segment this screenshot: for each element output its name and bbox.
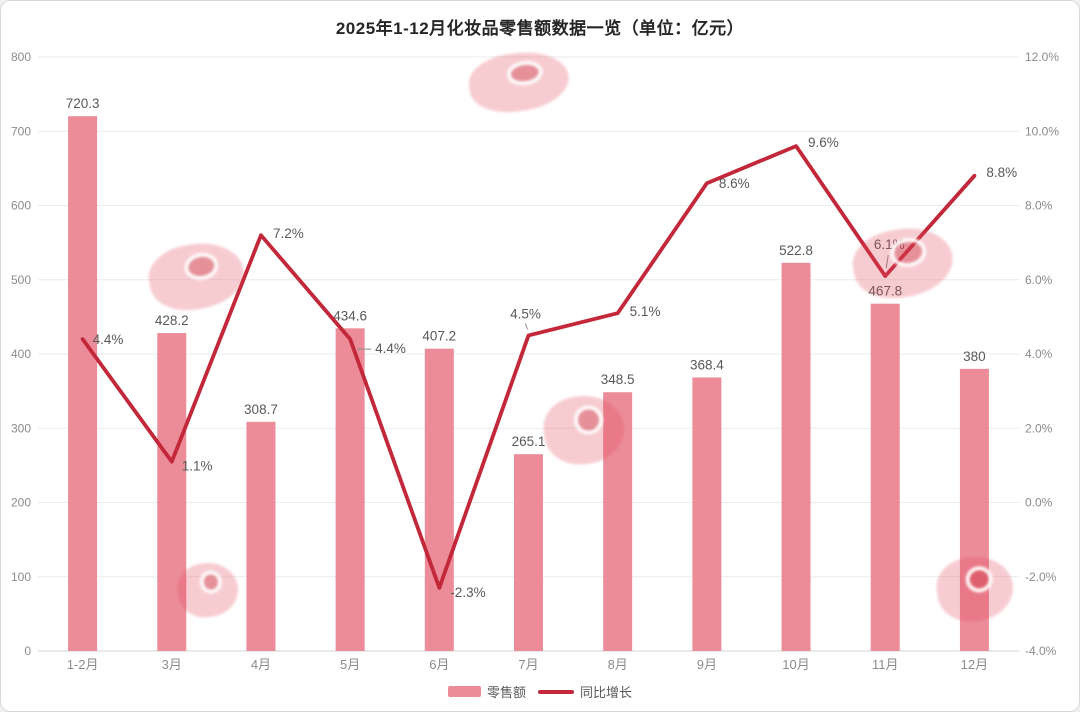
bar-5月 xyxy=(335,328,365,651)
legend-bar-swatch-icon xyxy=(447,686,481,697)
y-axis-left-tick: 200 xyxy=(11,496,31,510)
line-value-label: 9.6% xyxy=(808,135,839,150)
bar-8月 xyxy=(603,392,633,651)
y-axis-right-tick: -4.0% xyxy=(1025,644,1057,658)
bar-6月 xyxy=(424,348,454,651)
bar-value-label: 434.6 xyxy=(333,308,367,323)
bar-value-label: 265.1 xyxy=(512,434,546,449)
yoy-growth-line xyxy=(80,144,977,590)
bar-10月 xyxy=(781,262,811,651)
chart-title: 2025年1-12月化妆品零售额数据一览（单位：亿元） xyxy=(335,19,745,38)
x-axis-tick: 6月 xyxy=(429,657,449,672)
x-axis-tick: 1-2月 xyxy=(67,657,99,672)
y-axis-right-tick: 12.0% xyxy=(1025,50,1059,64)
x-axis-tick: 4月 xyxy=(251,657,271,672)
y-axis-right-tick: 8.0% xyxy=(1025,199,1053,213)
y-axis-right-tick: 6.0% xyxy=(1025,273,1053,287)
label-leader-line xyxy=(885,254,889,269)
bar-3月 xyxy=(157,333,187,651)
x-axis-tick: 7月 xyxy=(518,657,538,672)
y-axis-left-tick: 700 xyxy=(11,124,31,138)
line-value-label: 5.1% xyxy=(630,304,661,319)
y-axis-right-tick: 4.0% xyxy=(1025,347,1053,361)
legend-label-retail-sales: 零售额 xyxy=(486,685,526,700)
x-axis-tick: 11月 xyxy=(872,657,899,672)
bar-12月 xyxy=(959,368,989,651)
legend-label-yoy-growth: 同比增长 xyxy=(580,685,633,700)
y-axis-left-tick: 300 xyxy=(11,421,31,435)
y-axis-left-tick: 600 xyxy=(11,199,31,213)
legend-item-yoy-growth: 同比增长 xyxy=(538,682,632,701)
label-leader-line xyxy=(525,323,528,330)
line-value-label: 4.5% xyxy=(510,306,541,321)
bar-value-label: 720.3 xyxy=(66,96,100,111)
y-axis-right-tick: 10.0% xyxy=(1025,124,1059,138)
y-axis-right-tick: 2.0% xyxy=(1025,421,1053,435)
y-axis-left-tick: 500 xyxy=(11,273,31,287)
line-value-label: 4.4% xyxy=(375,341,406,356)
chart-legend: 零售额 同比增长 xyxy=(1,682,1079,701)
line-value-label: 6.1% xyxy=(874,237,905,252)
bar-11月 xyxy=(870,303,900,651)
bar-value-label: 467.8 xyxy=(868,284,902,299)
line-value-label: 8.6% xyxy=(719,176,750,191)
y-axis-left-tick: 800 xyxy=(11,50,31,64)
bar-value-label: 407.2 xyxy=(422,329,456,344)
y-axis-left-tick: 400 xyxy=(11,347,31,361)
line-value-label: -2.3% xyxy=(450,585,485,600)
bar-value-label: 308.7 xyxy=(244,402,278,417)
y-axis-right-tick: 0.0% xyxy=(1025,496,1053,510)
x-axis-tick: 3月 xyxy=(162,657,182,672)
legend-item-retail-sales: 零售额 xyxy=(447,682,526,701)
x-axis-tick: 5月 xyxy=(340,657,360,672)
x-axis-tick: 8月 xyxy=(608,657,628,672)
bar-7月 xyxy=(514,454,543,651)
legend-line-swatch-icon xyxy=(538,689,574,694)
bar-9月 xyxy=(692,377,722,651)
x-axis-tick: 10月 xyxy=(782,657,809,672)
bar-value-label: 522.8 xyxy=(779,243,813,258)
line-value-label: 7.2% xyxy=(273,226,304,241)
line-value-label: 4.4% xyxy=(93,332,124,347)
y-axis-right-tick: -2.0% xyxy=(1025,570,1057,584)
line-value-label: 8.8% xyxy=(986,165,1017,180)
x-axis-tick: 9月 xyxy=(697,657,717,672)
x-axis-tick: 12月 xyxy=(961,657,988,672)
bar-value-label: 348.5 xyxy=(601,372,635,387)
y-axis-left-tick: 100 xyxy=(11,570,31,584)
bar-value-label: 368.4 xyxy=(690,357,724,372)
y-axis-left-tick: 0 xyxy=(24,644,31,658)
line-value-label: 1.1% xyxy=(182,459,213,474)
bar-value-label: 380 xyxy=(963,349,986,364)
bar-4月 xyxy=(246,421,276,651)
bar-1-2月 xyxy=(68,116,98,652)
bar-value-label: 428.2 xyxy=(155,313,189,328)
